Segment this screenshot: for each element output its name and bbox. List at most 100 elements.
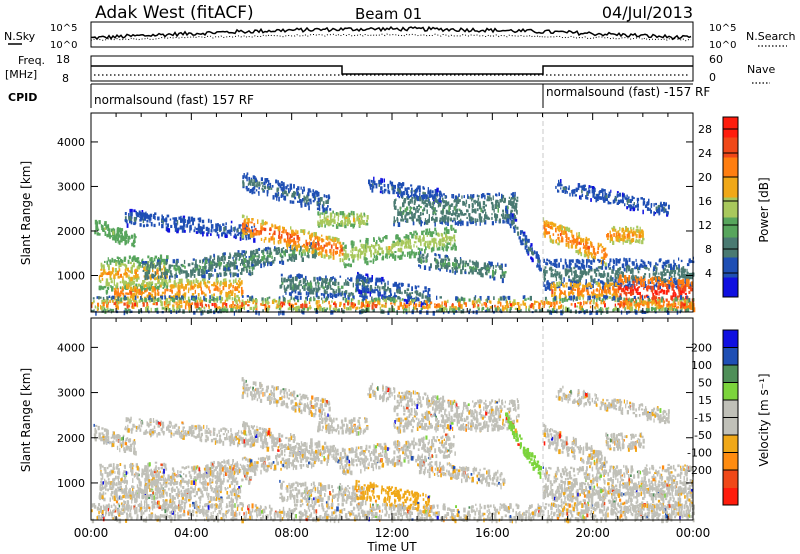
power-cell	[364, 292, 366, 296]
power-cell	[407, 212, 409, 216]
power-cell	[390, 249, 392, 253]
power-cell	[148, 292, 152, 297]
power-cell	[625, 260, 628, 264]
power-cell	[279, 284, 282, 289]
power-cell	[671, 303, 673, 307]
power-cell	[624, 277, 626, 283]
power-cell	[446, 247, 448, 252]
power-cell	[160, 284, 162, 288]
power-cell	[600, 280, 602, 284]
power-cell	[384, 285, 386, 291]
power-cell	[214, 268, 217, 272]
power-cell	[576, 237, 579, 241]
power-cell	[609, 282, 611, 288]
power-cell	[642, 282, 645, 287]
power-cell	[181, 269, 183, 274]
power-cell	[474, 208, 477, 213]
power-cell	[553, 286, 557, 292]
power-cell	[491, 274, 494, 279]
power-cell	[238, 277, 241, 281]
power-cell	[100, 273, 103, 276]
power-cell	[124, 212, 127, 216]
power-cell	[497, 262, 499, 267]
power-cell	[232, 256, 234, 260]
power-cell	[258, 247, 261, 251]
power-cell	[140, 265, 142, 268]
power-cell	[596, 268, 598, 272]
power-cell	[495, 194, 498, 197]
power-cell	[218, 224, 221, 228]
power-cell	[228, 284, 231, 288]
power-cell	[172, 217, 175, 220]
power-cell	[341, 252, 345, 256]
power-cell	[586, 291, 590, 296]
power-cell	[485, 214, 488, 220]
power-cell	[568, 269, 571, 272]
power-cell	[368, 183, 372, 186]
power-cell	[585, 282, 587, 286]
power-cell	[639, 226, 641, 232]
power-cell	[413, 300, 415, 305]
power-cell	[356, 253, 359, 258]
power-cell	[564, 231, 567, 234]
power-cell	[195, 227, 199, 231]
power-cell	[648, 198, 650, 204]
power-cell	[537, 255, 540, 260]
power-cell	[314, 247, 316, 250]
power-cell	[610, 275, 612, 279]
power-cell	[111, 257, 114, 263]
power-cell	[339, 211, 342, 216]
power-cell	[423, 194, 426, 198]
power-cell	[253, 179, 255, 184]
power-cell	[169, 289, 172, 292]
power-cell	[154, 264, 157, 267]
power-cell	[159, 267, 161, 272]
power-cell	[393, 220, 396, 224]
power-cell	[553, 224, 556, 227]
power-cell	[399, 247, 403, 253]
power-cell	[113, 233, 116, 239]
power-cell	[399, 187, 401, 190]
power-cell	[401, 215, 403, 219]
power-cell	[664, 283, 666, 286]
power-cell	[615, 258, 618, 263]
power-cell	[545, 231, 548, 235]
power-cell	[292, 276, 295, 282]
power-cell	[603, 249, 605, 252]
power-cell	[480, 207, 483, 213]
power-cell	[605, 197, 608, 201]
power-cell	[397, 188, 399, 192]
power-cell	[103, 223, 107, 226]
power-cell	[576, 274, 578, 278]
power-cell	[172, 295, 175, 299]
power-cell	[133, 275, 135, 280]
power-cell	[293, 239, 295, 245]
power-cell	[233, 235, 236, 239]
power-cell	[351, 292, 354, 296]
power-cell	[364, 260, 367, 264]
power-cell	[302, 198, 304, 202]
power-cell	[241, 250, 243, 256]
power-cell	[377, 292, 380, 296]
power-cell	[546, 270, 548, 274]
power-cell	[567, 227, 570, 232]
power-cell	[336, 247, 339, 250]
power-cell	[624, 203, 626, 207]
power-cell	[340, 292, 343, 297]
power-cell	[151, 265, 154, 269]
power-cell	[317, 197, 321, 203]
power-cell	[128, 237, 131, 240]
power-cell	[506, 220, 509, 224]
power-cell	[179, 290, 181, 296]
power-cell	[356, 284, 358, 290]
power-cell	[491, 221, 494, 226]
power-cell	[153, 257, 156, 262]
power-cell	[527, 246, 530, 252]
power-cell	[345, 216, 348, 219]
power-cell	[176, 291, 178, 296]
power-cell	[126, 223, 129, 228]
power-cell	[320, 222, 323, 228]
power-cell	[318, 222, 320, 227]
power-cell	[494, 271, 496, 275]
power-cell	[250, 251, 252, 255]
